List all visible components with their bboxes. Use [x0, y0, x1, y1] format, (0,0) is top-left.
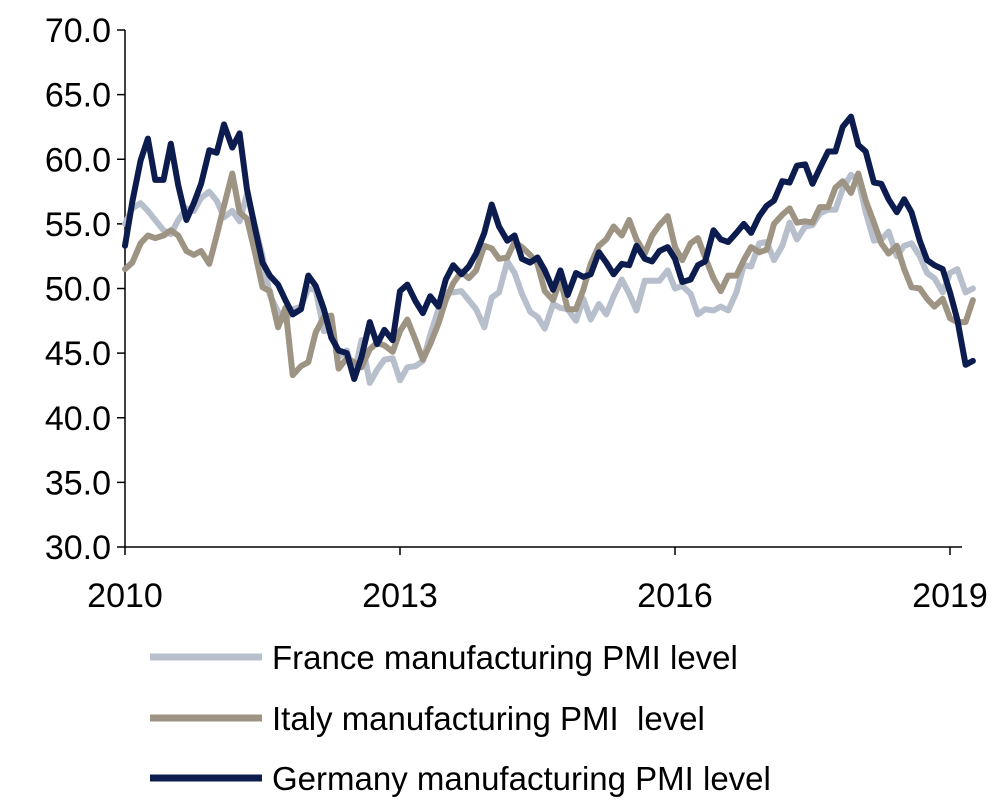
y-tick-label: 45.0 [45, 335, 111, 373]
legend: France manufacturing PMI level Italy manu… [150, 639, 771, 797]
series-line-1 [122, 171, 976, 386]
y-tick-label: 35.0 [45, 464, 111, 502]
x-tick-label: 2010 [87, 577, 163, 615]
x-tick-label: 2016 [637, 577, 713, 615]
legend-label: Germany manufacturing PMI level [272, 760, 771, 797]
y-tick-label: 65.0 [45, 77, 111, 115]
y-tick-label: 50.0 [45, 271, 111, 309]
x-axis-ticks: 2010 2013 2016 2019 [87, 547, 988, 615]
x-tick-label: 2013 [362, 577, 438, 615]
series-line-3 [122, 113, 976, 382]
series-lines [122, 113, 976, 386]
y-tick-label: 55.0 [45, 206, 111, 244]
series-line-2 [122, 170, 976, 379]
y-tick-label: 30.0 [45, 529, 111, 567]
y-tick-label: 60.0 [45, 141, 111, 179]
y-axis-ticks: 30.0 35.0 40.0 45.0 50.0 55.0 60.0 65.0 70.0 [45, 12, 125, 567]
x-tick-label: 2019 [912, 577, 988, 615]
legend-label: France manufacturing PMI level [272, 639, 738, 676]
y-tick-label: 70.0 [45, 12, 111, 50]
y-tick-label: 40.0 [45, 400, 111, 438]
legend-label: Italy manufacturing PMI level [272, 700, 705, 737]
